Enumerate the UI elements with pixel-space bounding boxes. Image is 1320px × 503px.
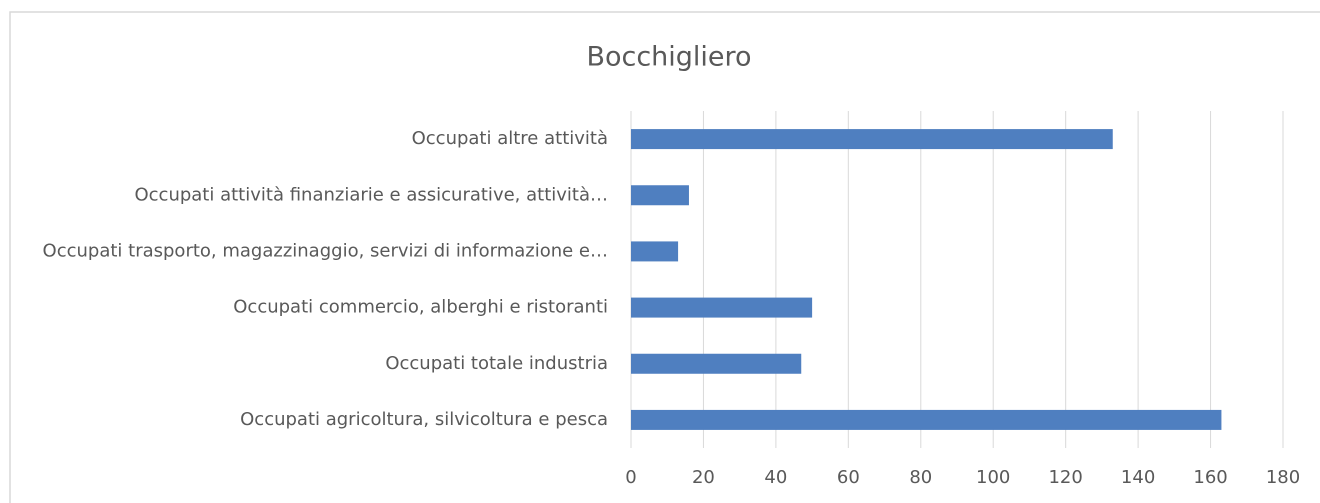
y-tick-label: Occupati commercio, alberghi e ristorant…	[233, 297, 608, 318]
y-tick-label: Occupati altre attività	[412, 128, 608, 149]
y-tick-label: Occupati totale industria	[385, 353, 608, 374]
x-tick-label: 180	[1266, 467, 1300, 488]
y-tick-label: Occupati agricoltura, silvicoltura e pes…	[240, 409, 608, 430]
x-tick-label: 120	[1048, 467, 1082, 488]
bar	[631, 241, 679, 262]
x-tick-label: 0	[625, 467, 636, 488]
bar	[631, 185, 689, 206]
x-tick-label: 80	[909, 467, 932, 488]
y-tick-label: Occupati trasporto, magazzinaggio, servi…	[43, 240, 608, 261]
x-tick-label: 160	[1193, 467, 1227, 488]
bar	[631, 409, 1222, 430]
bar	[631, 297, 813, 318]
x-tick-label: 60	[837, 467, 860, 488]
y-tick-label: Occupati attività finanziarie e assicura…	[134, 184, 608, 205]
x-tick-label: 140	[1121, 467, 1155, 488]
x-tick-label: 100	[976, 467, 1010, 488]
bar	[631, 353, 802, 374]
x-tick-label: 20	[692, 467, 715, 488]
bar	[631, 129, 1113, 150]
chart-title: Bocchigliero	[586, 42, 751, 73]
x-tick-label: 40	[764, 467, 787, 488]
